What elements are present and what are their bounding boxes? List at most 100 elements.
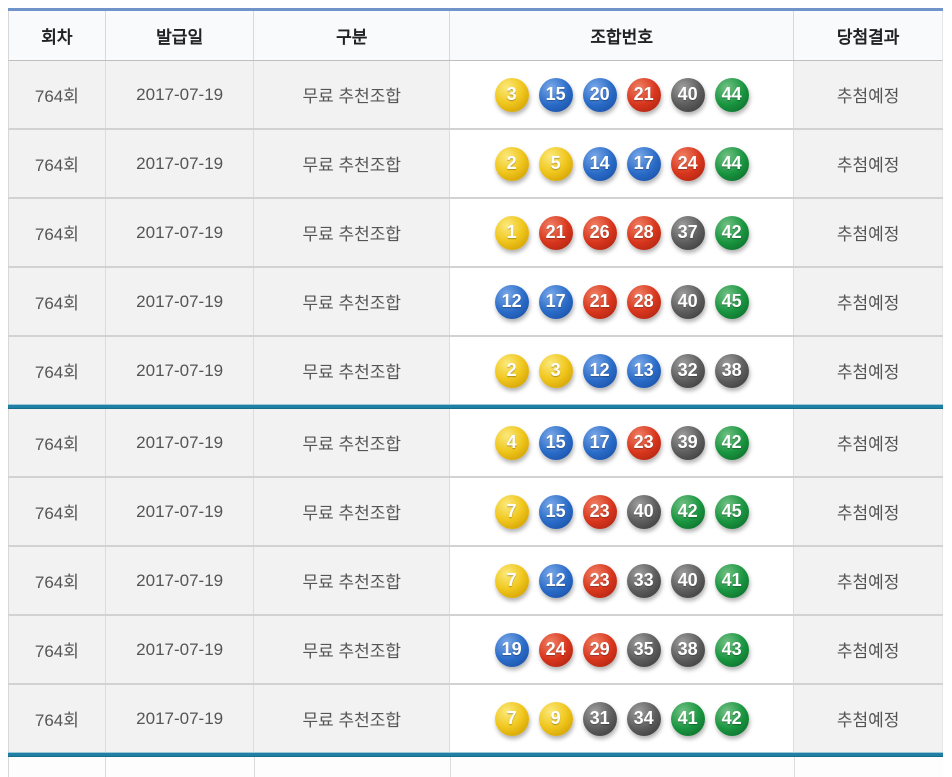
cell-issue-date: 2017-07-19: [105, 478, 255, 545]
cell-result: 추첨예정: [794, 61, 943, 128]
lotto-ball: 42: [670, 494, 705, 529]
cell-category: 무료 추천조합: [254, 61, 451, 128]
lotto-ball: 39: [670, 425, 705, 460]
column-header-result: 당첨결과: [836, 28, 900, 47]
lotto-ball: 24: [670, 146, 705, 181]
cell-round: 764회: [9, 616, 106, 683]
lotto-ball: 9: [538, 701, 573, 736]
lotto-ball: 7: [494, 563, 529, 598]
lotto-ball: 40: [670, 563, 705, 598]
lotto-ball: 14: [582, 146, 617, 181]
lotto-ball: 3: [494, 77, 529, 112]
group-divider: [8, 404, 943, 409]
cell-round: 764회: [9, 478, 106, 545]
lotto-ball: 23: [582, 563, 617, 598]
cell-combination: 4 15 17 23 39 42: [450, 409, 795, 476]
cell-category: 무료 추천조합: [254, 478, 451, 545]
lotto-ball: 32: [670, 353, 705, 388]
cell-category: 무료 추천조합: [254, 337, 451, 404]
row-divider: [8, 683, 943, 685]
cell-category: 무료 추천조합: [254, 547, 451, 614]
row-divider: [8, 266, 943, 268]
lotto-ball: 45: [714, 284, 749, 319]
lotto-ball: 42: [714, 701, 749, 736]
cell-issue-date: 2017-07-19: [105, 616, 255, 683]
lotto-ball: 26: [582, 215, 617, 250]
lotto-ball: 1: [494, 215, 529, 250]
lotto-ball: 4: [494, 425, 529, 460]
lotto-ball: 19: [494, 632, 529, 667]
cell-result: 추첨예정: [794, 130, 943, 197]
row-divider: [8, 545, 943, 547]
lotto-combination-table: 회차 발급일 구분 조합번호 당첨결과 764회 2017-07-19 무료 추천조…: [8, 8, 943, 777]
table-row: 764회 2017-07-19 무료 추천조합 12 17 21 28 40 45 추첨예정: [8, 268, 943, 335]
row-divider: [8, 197, 943, 199]
cell-combination: 7 15 23 40 42 45: [450, 478, 795, 545]
lotto-ball: 2: [494, 353, 529, 388]
lotto-ball: 23: [626, 425, 661, 460]
row-divider: [8, 476, 943, 478]
lotto-ball: 21: [626, 77, 661, 112]
cell-round: 764회: [9, 130, 106, 197]
cell-issue-date: 2017-07-19: [105, 268, 255, 335]
lotto-ball: 38: [714, 353, 749, 388]
lotto-ball: 40: [670, 284, 705, 319]
table-row: 764회 2017-07-19 무료 추천조합 2 3 12 13 32 38 추첨예정: [8, 337, 943, 404]
cell-combination: 2 3 12 13 32 38: [450, 337, 795, 404]
lotto-ball: 28: [626, 284, 661, 319]
lotto-ball: 17: [582, 425, 617, 460]
lotto-ball: 21: [582, 284, 617, 319]
cell-round: 764회: [9, 547, 106, 614]
cell-result: 추첨예정: [794, 685, 943, 752]
row-divider: [8, 335, 943, 337]
lotto-ball: 17: [538, 284, 573, 319]
lotto-ball: 41: [670, 701, 705, 736]
cell-round: 764회: [9, 409, 106, 476]
column-header-category: 구분: [254, 11, 451, 60]
cell-combination: 7 12 23 33 40 41: [450, 547, 795, 614]
cell-result: 추첨예정: [794, 547, 943, 614]
lotto-ball: 40: [670, 77, 705, 112]
cell-category: 무료 추천조합: [254, 199, 451, 266]
cell-issue-date: 2017-07-19: [105, 130, 255, 197]
lotto-ball: 28: [626, 215, 661, 250]
row-divider: [8, 128, 943, 130]
lotto-ball: 37: [670, 215, 705, 250]
cell-round: 764회: [9, 268, 106, 335]
partial-next-row: [8, 757, 943, 777]
cell-category: 무료 추천조합: [254, 685, 451, 752]
cell-result: 추첨예정: [794, 409, 943, 476]
cell-category: 무료 추천조합: [254, 268, 451, 335]
lotto-ball: 34: [626, 701, 661, 736]
lotto-ball: 45: [714, 494, 749, 529]
cell-issue-date: 2017-07-19: [105, 685, 255, 752]
cell-category: 무료 추천조합: [254, 130, 451, 197]
cell-result: 추첨예정: [794, 337, 943, 404]
lotto-ball: 12: [538, 563, 573, 598]
lotto-ball: 12: [494, 284, 529, 319]
lotto-ball: 17: [626, 146, 661, 181]
cell-combination: 1 21 26 28 37 42: [450, 199, 795, 266]
lotto-ball: 42: [714, 215, 749, 250]
cell-issue-date: 2017-07-19: [105, 547, 255, 614]
lotto-ball: 7: [494, 701, 529, 736]
lotto-ball: 44: [714, 77, 749, 112]
cell-combination: 3 15 20 21 40 44: [450, 61, 795, 128]
cell-round: 764회: [9, 199, 106, 266]
lotto-ball: 29: [582, 632, 617, 667]
lotto-ball: 23: [582, 494, 617, 529]
table-row: 764회 2017-07-19 무료 추천조합 7 12 23 33 40 41 추첨예정: [8, 547, 943, 614]
lotto-ball: 3: [538, 353, 573, 388]
lotto-ball: 41: [714, 563, 749, 598]
lotto-ball: 15: [538, 494, 573, 529]
lotto-ball: 38: [670, 632, 705, 667]
lotto-ball: 43: [714, 632, 749, 667]
lotto-ball: 44: [714, 146, 749, 181]
lotto-ball: 12: [582, 353, 617, 388]
lotto-ball: 15: [538, 425, 573, 460]
table-row: 764회 2017-07-19 무료 추천조합 3 15 20 21 40 44 추첨예정: [8, 61, 943, 128]
cell-result: 추첨예정: [794, 268, 943, 335]
lotto-ball: 20: [582, 77, 617, 112]
table-body: 764회 2017-07-19 무료 추천조합 3 15 20 21 40 44 추첨예정 764회…: [8, 61, 943, 757]
cell-result: 추첨예정: [794, 616, 943, 683]
